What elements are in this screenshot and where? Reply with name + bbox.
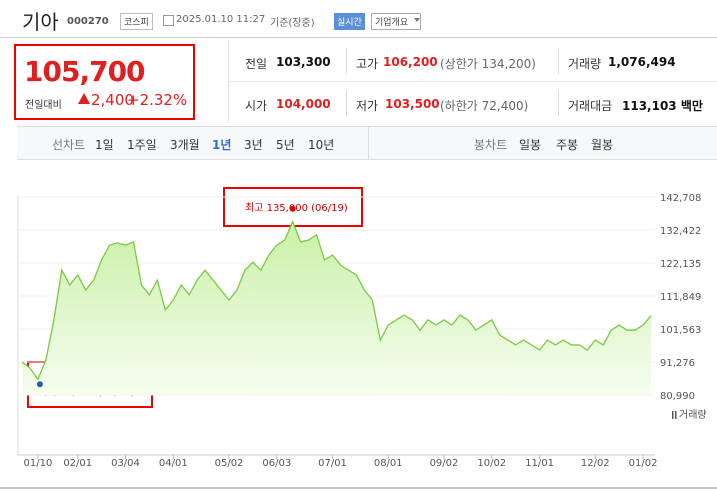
quote-label: 고가 <box>356 57 379 71</box>
y-tick-label: 132,422 <box>660 226 701 237</box>
x-tick-label: 01/10 <box>24 458 53 469</box>
high-dot <box>289 205 296 212</box>
quote-note: (상한가 134,200) <box>440 57 536 71</box>
candle-chart-label: 봉차트 <box>474 138 508 152</box>
divider <box>368 126 369 159</box>
company-info[interactable]: 기업개요 <box>371 13 422 30</box>
up-arrow <box>78 93 90 104</box>
period-tab[interactable]: 3개월 <box>170 138 200 152</box>
x-tick-label: 04/01 <box>159 458 188 469</box>
candle-tab[interactable]: 월봉 <box>591 138 614 152</box>
high-annotation: 최고 135,000 (06/19) <box>245 202 348 214</box>
y-tick-label: 101,563 <box>660 325 701 336</box>
quote-value: 106,200 <box>383 55 438 69</box>
quote-note: (하한가 72,400) <box>440 99 529 113</box>
period-tab[interactable]: 10년 <box>308 138 335 152</box>
x-tick-label: 07/01 <box>318 458 347 469</box>
quote-label: 저가 <box>356 99 379 113</box>
y-tick-label: 122,135 <box>660 259 701 270</box>
x-tick-label: 06/03 <box>262 458 291 469</box>
x-tick-label: 01/02 <box>629 458 658 469</box>
price: 105,700 <box>24 55 146 88</box>
x-tick-label: 10/02 <box>477 458 506 469</box>
y-tick-label: 142,708 <box>660 193 701 204</box>
basis: 기준(장중) <box>270 18 315 29</box>
quote-label: 전일 <box>245 57 268 71</box>
stock-name: 기아 <box>22 10 59 34</box>
tab-bar <box>17 126 717 160</box>
x-tick-label: 02/01 <box>63 458 92 469</box>
period-tab[interactable]: 5년 <box>276 138 295 152</box>
stock-code: 000270 <box>67 16 109 27</box>
x-tick-label: 05/02 <box>215 458 244 469</box>
period-tab[interactable]: 1주일 <box>127 138 157 152</box>
quote-value: 1,076,494 <box>608 55 676 69</box>
quote-label: 거래량 <box>568 57 602 71</box>
x-tick-label: 12/02 <box>581 458 610 469</box>
quote-value: 103,300 <box>276 55 331 69</box>
divider <box>346 48 347 74</box>
price-line <box>21 220 652 381</box>
dropdown-arrow <box>414 18 420 25</box>
market-badge: 코스피 <box>120 13 153 30</box>
change: 2,400 <box>91 91 134 109</box>
x-tick-label: 11/01 <box>525 458 554 469</box>
candle-tab[interactable]: 일봉 <box>519 138 542 152</box>
quote-value: 104,000 <box>276 97 331 111</box>
period-tab[interactable]: 1년 <box>212 138 232 152</box>
calendar-icon <box>163 15 174 26</box>
x-tick-label: 03/04 <box>111 458 140 469</box>
candle-tab[interactable]: 주봉 <box>556 138 579 152</box>
line-chart-label: 선차트 <box>52 138 86 152</box>
quote-label: 시가 <box>245 99 268 113</box>
area <box>22 221 651 395</box>
change-label: 전일대비 <box>25 100 62 111</box>
divider <box>558 90 559 116</box>
volume-label: 거래량 <box>679 409 707 421</box>
divider <box>346 90 347 116</box>
change-pct: +2.32% <box>127 91 188 109</box>
volume-icon <box>675 411 677 419</box>
quote-label: 거래대금 <box>568 99 613 113</box>
y-tick-label: 111,849 <box>660 292 701 303</box>
divider <box>558 48 559 74</box>
y-tick-label: 80,990 <box>660 391 695 402</box>
divider <box>228 81 717 82</box>
y-tick-label: 91,276 <box>660 358 695 369</box>
volume-icon <box>672 411 674 419</box>
price-box <box>14 44 195 120</box>
quote-value: 103,500 <box>385 97 440 111</box>
quote-value: 113,103 백만 <box>622 99 703 113</box>
x-tick-label: 08/01 <box>374 458 403 469</box>
low-dot <box>36 381 43 388</box>
period-tab[interactable]: 3년 <box>244 138 263 152</box>
period-tab[interactable]: 1일 <box>95 138 114 152</box>
x-tick-label: 09/02 <box>430 458 459 469</box>
realtime-badge[interactable]: 실시간 <box>334 13 365 30</box>
divider <box>0 37 717 38</box>
datetime: 2025.01.10 11:27 <box>176 14 266 25</box>
